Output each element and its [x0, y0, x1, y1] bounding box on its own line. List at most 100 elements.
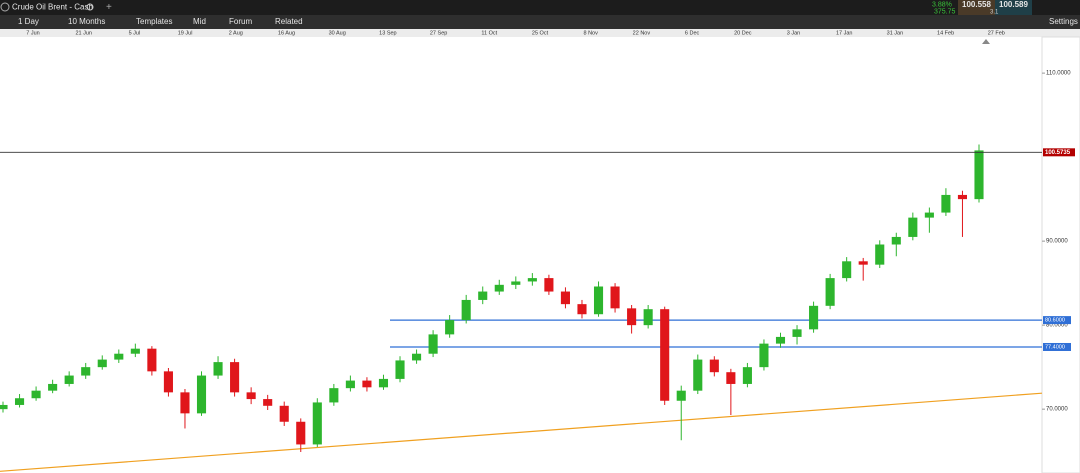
current-price-tag [1043, 148, 1075, 157]
candle-body [428, 334, 438, 354]
candle-body [742, 367, 752, 384]
y-tick-label: 110.0000 [1046, 71, 1071, 77]
current-price-label: 100.5735 [1045, 150, 1071, 156]
ask-box[interactable] [995, 0, 1032, 15]
x-tick-label: 2 Aug [229, 30, 243, 36]
candle-body [31, 390, 41, 399]
candle-body [412, 353, 422, 361]
candle-body [163, 371, 173, 393]
x-tick-label: 30 Aug [329, 30, 346, 36]
candle-body [775, 336, 786, 344]
candle-body [97, 359, 107, 368]
candle-body [147, 348, 157, 372]
templates-button[interactable]: Templates [136, 17, 172, 26]
candle-body [445, 320, 455, 335]
candle-body [230, 362, 240, 393]
settings-button[interactable]: Settings [1049, 17, 1078, 26]
candle-body [792, 329, 802, 337]
candle-body [64, 375, 74, 384]
candle-body [759, 343, 769, 368]
x-tick-label: 20 Dec [734, 30, 752, 36]
candle-body [213, 362, 223, 376]
level-label: 77.4000 [1045, 344, 1065, 350]
candle-body [494, 284, 504, 292]
date-axis-bar [0, 29, 1080, 37]
candle-body [875, 244, 885, 265]
candle-body [81, 367, 91, 376]
x-tick-label: 21 Jun [75, 30, 92, 36]
scroll-marker[interactable] [982, 39, 990, 44]
candle-body [130, 348, 140, 354]
candle-body [891, 236, 901, 245]
candle-body [511, 281, 521, 285]
change-value: 375.75 [934, 8, 956, 15]
candle-body [809, 305, 819, 330]
search-icon[interactable] [86, 3, 94, 11]
candle-body [974, 150, 984, 200]
x-tick-label: 27 Feb [988, 30, 1005, 36]
candle-body [246, 392, 256, 400]
candle-body [296, 421, 306, 445]
level-tag [1043, 342, 1071, 351]
candle-body [941, 194, 951, 213]
candle-body [726, 372, 736, 384]
candle-body [544, 278, 554, 292]
x-tick-label: 3 Jan [787, 30, 800, 36]
x-tick-label: 31 Jan [887, 30, 904, 36]
candle-body [676, 390, 686, 401]
candle-body [643, 309, 653, 326]
candle-body [14, 398, 25, 405]
mid-button[interactable]: Mid [193, 17, 206, 26]
candle-body [858, 261, 868, 265]
x-tick-label: 5 Jul [129, 30, 141, 36]
spread: 3.1 [990, 10, 999, 16]
toolbar [0, 15, 1080, 29]
x-tick-label: 17 Jan [836, 30, 853, 36]
y-tick-label: 70.0000 [1046, 407, 1068, 413]
candle-body [196, 375, 207, 414]
bid-box[interactable] [958, 0, 995, 15]
candle-body [593, 286, 604, 315]
candle-body [263, 399, 273, 406]
x-tick-label: 27 Sep [430, 30, 447, 36]
candle-body [362, 380, 372, 388]
price-axis [1041, 36, 1080, 473]
candle-body [279, 405, 289, 422]
candle-body [693, 359, 703, 391]
x-tick-label: 11 Oct [481, 30, 497, 36]
candle-body [395, 360, 405, 379]
forum-button[interactable]: Forum [229, 17, 252, 26]
x-tick-label: 16 Aug [278, 30, 295, 36]
candle-body [908, 217, 918, 237]
candle-body [627, 308, 637, 326]
x-tick-label: 7 Jun [26, 30, 39, 36]
add-tab[interactable]: + [106, 2, 112, 13]
title-bar [0, 0, 1080, 15]
x-tick-label: 22 Nov [633, 30, 651, 36]
range-button[interactable]: 10 Months [68, 17, 105, 26]
x-tick-label: 19 Jul [178, 30, 193, 36]
candle-body [825, 278, 835, 306]
candle-body [329, 388, 339, 403]
instrument-name[interactable]: Crude Oil Brent - Cash [12, 3, 93, 12]
candle-body [180, 392, 190, 414]
candle-body [461, 299, 471, 321]
candle-body [957, 194, 968, 200]
instrument-icon [0, 2, 10, 12]
level-label: 80.6000 [1045, 318, 1065, 324]
candle-body [478, 291, 488, 300]
level-tag [1043, 316, 1071, 325]
candle-body [660, 309, 670, 401]
change-pct: 3.88% [932, 1, 952, 8]
x-tick-label: 6 Dec [685, 30, 700, 36]
candle-body [842, 261, 852, 279]
ask: 100.589 [999, 0, 1028, 9]
candle-body [610, 286, 620, 309]
x-tick-label: 25 Oct [532, 30, 549, 36]
related-button[interactable]: Related [275, 17, 303, 26]
candle-body [114, 353, 124, 360]
candle-body [709, 359, 719, 373]
interval-button[interactable]: 1 Day [18, 17, 39, 26]
